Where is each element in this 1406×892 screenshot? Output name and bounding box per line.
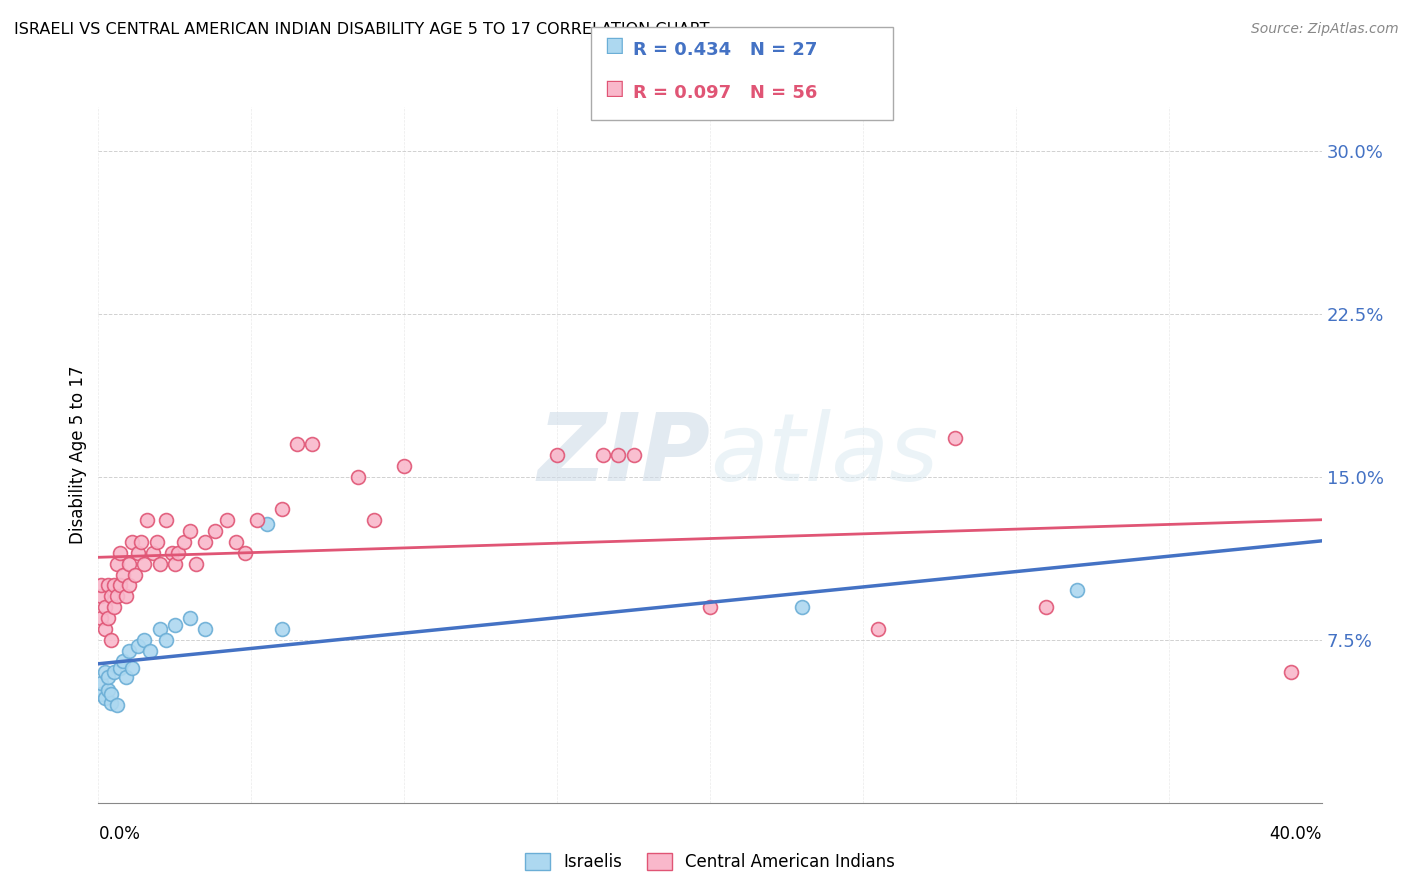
Point: [173, 535, 195, 549]
Point: [136, 513, 159, 527]
Point: [204, 524, 226, 538]
Point: [1066, 582, 1088, 597]
Point: [363, 513, 385, 527]
Text: 0.0%: 0.0%: [98, 825, 141, 843]
Point: [167, 546, 190, 560]
Point: [90, 687, 112, 701]
Point: [139, 643, 162, 657]
Text: ■: ■: [605, 78, 624, 97]
Point: [194, 622, 217, 636]
Point: [163, 557, 186, 571]
Point: [149, 557, 172, 571]
Point: [97, 670, 120, 684]
Point: [225, 535, 247, 549]
Point: [943, 431, 966, 445]
Point: [127, 639, 149, 653]
Point: [97, 682, 120, 697]
Point: [105, 589, 128, 603]
Point: [127, 546, 149, 560]
Point: [93, 691, 115, 706]
Point: [121, 535, 143, 549]
Point: [194, 535, 217, 549]
Point: [186, 557, 208, 571]
Point: [160, 546, 183, 560]
Point: [90, 578, 112, 592]
Point: [100, 687, 122, 701]
Point: [155, 632, 177, 647]
Point: [607, 448, 630, 462]
Point: [115, 670, 138, 684]
Point: [142, 546, 165, 560]
Text: □: □: [605, 78, 624, 97]
Point: [90, 676, 112, 690]
Text: atlas: atlas: [710, 409, 938, 500]
Point: [179, 611, 201, 625]
Text: R = 0.097   N = 56: R = 0.097 N = 56: [633, 84, 817, 102]
Point: [100, 696, 122, 710]
Text: ZIP: ZIP: [537, 409, 710, 501]
Point: [93, 600, 115, 615]
Point: [103, 665, 125, 680]
Point: [270, 502, 292, 516]
Point: [111, 567, 134, 582]
Point: [285, 437, 308, 451]
Point: [108, 546, 131, 560]
Point: [256, 517, 278, 532]
Point: [149, 622, 172, 636]
Point: [115, 589, 138, 603]
Text: ■: ■: [605, 35, 624, 54]
Point: [699, 600, 721, 615]
Point: [163, 617, 186, 632]
Point: [134, 557, 156, 571]
Point: [97, 578, 120, 592]
Point: [623, 448, 645, 462]
Point: [111, 655, 134, 669]
Point: [118, 557, 141, 571]
Point: [90, 589, 112, 603]
Text: ISRAELI VS CENTRAL AMERICAN INDIAN DISABILITY AGE 5 TO 17 CORRELATION CHART: ISRAELI VS CENTRAL AMERICAN INDIAN DISAB…: [14, 22, 710, 37]
Text: Source: ZipAtlas.com: Source: ZipAtlas.com: [1251, 22, 1399, 37]
Point: [97, 611, 120, 625]
Text: R = 0.434   N = 27: R = 0.434 N = 27: [633, 41, 817, 59]
Point: [124, 567, 146, 582]
Point: [100, 589, 122, 603]
Point: [392, 458, 416, 473]
Point: [100, 632, 122, 647]
Point: [246, 513, 269, 527]
Point: [93, 622, 115, 636]
Point: [592, 448, 614, 462]
Text: □: □: [605, 35, 624, 54]
Point: [145, 535, 167, 549]
Legend: Israelis, Central American Indians: Israelis, Central American Indians: [519, 847, 901, 878]
Text: 40.0%: 40.0%: [1270, 825, 1322, 843]
Y-axis label: Disability Age 5 to 17: Disability Age 5 to 17: [69, 366, 87, 544]
Point: [233, 546, 256, 560]
Point: [790, 600, 813, 615]
Point: [118, 643, 141, 657]
Point: [129, 535, 152, 549]
Point: [134, 632, 156, 647]
Point: [108, 578, 131, 592]
Point: [105, 698, 128, 712]
Point: [103, 600, 125, 615]
Point: [105, 557, 128, 571]
Point: [301, 437, 323, 451]
Point: [93, 665, 115, 680]
Point: [179, 524, 201, 538]
Point: [108, 661, 131, 675]
Point: [546, 448, 568, 462]
Point: [868, 622, 890, 636]
Point: [215, 513, 238, 527]
Point: [155, 513, 177, 527]
Point: [103, 578, 125, 592]
Point: [1035, 600, 1057, 615]
Point: [90, 611, 112, 625]
Point: [347, 469, 370, 483]
Point: [270, 622, 292, 636]
Point: [118, 578, 141, 592]
Point: [1279, 665, 1302, 680]
Point: [121, 661, 143, 675]
